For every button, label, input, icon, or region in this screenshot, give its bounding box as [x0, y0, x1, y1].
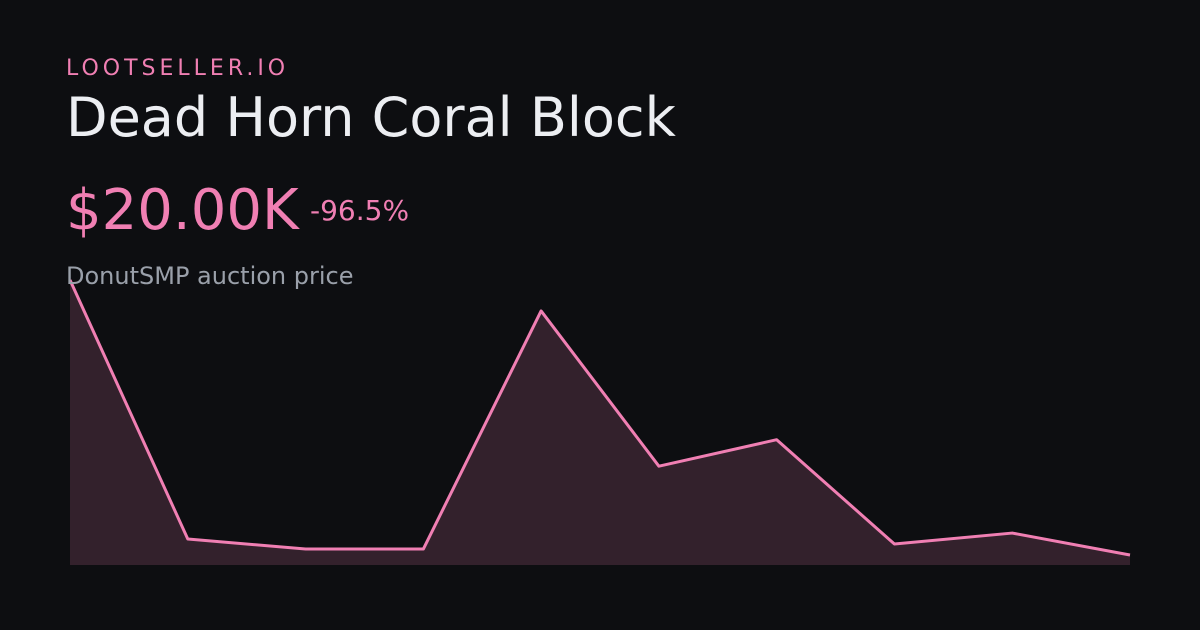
- title: Dead Horn Coral Block: [66, 86, 676, 149]
- change: -96.5%: [310, 194, 410, 227]
- area: [70, 280, 1130, 565]
- price: $20.00K: [66, 178, 299, 243]
- subtitle: DonutSMP auction price: [66, 262, 354, 290]
- brand: LOOTSELLER.IO: [66, 56, 290, 81]
- line: [68, 279, 1131, 557]
